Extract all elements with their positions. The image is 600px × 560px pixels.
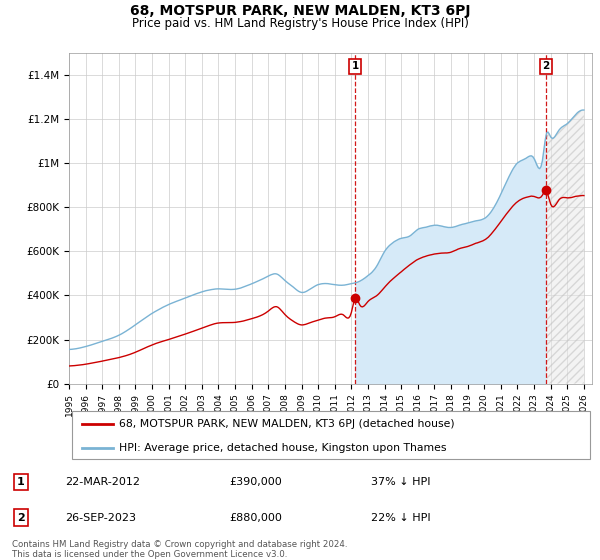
Text: 68, MOTSPUR PARK, NEW MALDEN, KT3 6PJ (detached house): 68, MOTSPUR PARK, NEW MALDEN, KT3 6PJ (d… bbox=[119, 419, 454, 429]
Text: 22-MAR-2012: 22-MAR-2012 bbox=[65, 477, 140, 487]
Text: HPI: Average price, detached house, Kingston upon Thames: HPI: Average price, detached house, King… bbox=[119, 442, 446, 452]
Text: 26-SEP-2023: 26-SEP-2023 bbox=[65, 512, 136, 522]
Text: 2: 2 bbox=[17, 512, 25, 522]
Text: 1: 1 bbox=[352, 62, 359, 72]
Text: 2: 2 bbox=[542, 62, 550, 72]
Text: 1: 1 bbox=[17, 477, 25, 487]
Text: Price paid vs. HM Land Registry's House Price Index (HPI): Price paid vs. HM Land Registry's House … bbox=[131, 17, 469, 30]
Text: 68, MOTSPUR PARK, NEW MALDEN, KT3 6PJ: 68, MOTSPUR PARK, NEW MALDEN, KT3 6PJ bbox=[130, 4, 470, 18]
FancyBboxPatch shape bbox=[71, 412, 590, 459]
Text: 22% ↓ HPI: 22% ↓ HPI bbox=[371, 512, 430, 522]
Text: £880,000: £880,000 bbox=[229, 512, 283, 522]
Text: Contains HM Land Registry data © Crown copyright and database right 2024.
This d: Contains HM Land Registry data © Crown c… bbox=[12, 540, 347, 559]
Text: £390,000: £390,000 bbox=[229, 477, 282, 487]
Text: 37% ↓ HPI: 37% ↓ HPI bbox=[371, 477, 430, 487]
